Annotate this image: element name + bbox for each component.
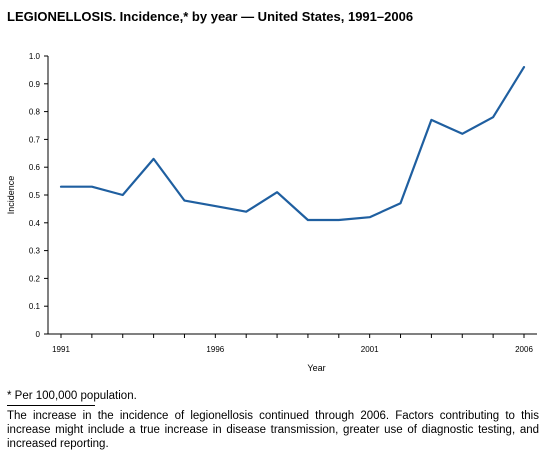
x-tick-label: 1996 [206,345,224,354]
footnote: * Per 100,000 population. [7,390,137,402]
y-tick-label: 1.0 [29,52,41,61]
y-tick-label: 0.3 [29,247,41,256]
x-tick-label: 2001 [361,345,379,354]
x-axis-ticks: 1991 1996 2001 2006 [52,334,533,354]
footnote-rule [7,405,95,406]
x-axis-label: Year [307,363,325,373]
y-tick-label: 0.8 [29,108,41,117]
y-tick-label: 0.5 [29,191,41,200]
y-tick-label: 0.2 [29,274,41,283]
y-axis-ticks: 0 0.1 0.2 0.3 0.4 0.5 0.6 0.7 0.8 0.9 1.0 [29,52,48,339]
series-lines [59,65,526,222]
series-line-0 [59,65,526,222]
y-tick-label: 0 [36,330,41,339]
y-tick-label: 0.7 [29,135,41,144]
chart-title: LEGIONELLOSIS. Incidence,* by year — Uni… [7,9,414,24]
x-tick-label: 2006 [515,345,533,354]
figure-caption: The increase in the incidence of legione… [7,410,539,450]
x-tick-label: 1991 [52,345,70,354]
y-tick-label: 0.1 [29,302,41,311]
y-tick-label: 0.6 [29,163,41,172]
y-axis-label: Incidence [6,176,16,215]
line-chart: 0 0.1 0.2 0.3 0.4 0.5 0.6 0.7 0.8 0.9 1.0 1991 1996… [6,52,537,373]
y-tick-label: 0.4 [29,219,41,228]
y-tick-label: 0.9 [29,80,41,89]
